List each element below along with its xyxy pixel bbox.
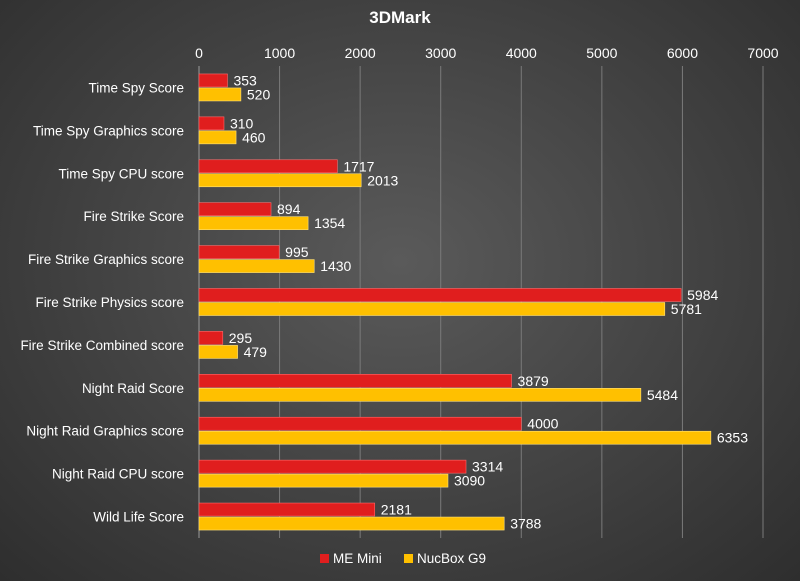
category-label: Time Spy CPU score: [58, 166, 184, 181]
category-label: Night Raid Graphics score: [26, 424, 184, 439]
data-label: 310: [230, 115, 254, 131]
bar-nucbox-g9: [198, 516, 505, 531]
category-label: Fire Strike Combined score: [20, 338, 184, 353]
legend: ME Mini NucBox G9: [320, 551, 486, 566]
x-tick-label: 3000: [425, 45, 456, 61]
data-label: 3090: [454, 473, 485, 489]
data-label: 520: [247, 86, 271, 102]
category-label: Fire Strike Score: [83, 209, 184, 224]
bar-me-mini: [198, 331, 224, 345]
legend-label-me-mini: ME Mini: [333, 551, 382, 566]
data-label: 995: [285, 244, 309, 260]
bar-nucbox-g9: [198, 473, 449, 488]
category-label: Time Spy Score: [88, 80, 184, 95]
bar-nucbox-g9: [198, 216, 309, 230]
data-label: 2013: [367, 172, 398, 188]
data-label: 1354: [314, 215, 345, 231]
bar-me-mini: [198, 288, 682, 302]
data-label: 3314: [472, 459, 503, 475]
bar-me-mini: [198, 159, 338, 174]
bar-nucbox-g9: [198, 173, 362, 188]
data-label: 1430: [320, 258, 351, 274]
bar-nucbox-g9: [198, 388, 642, 402]
data-label: 353: [233, 72, 257, 88]
data-label: 5484: [647, 387, 678, 403]
x-axis-ticks: 0 1000 2000 3000 4000 5000 6000 7000: [195, 45, 779, 61]
data-label: 1717: [343, 158, 374, 174]
x-tick-label: 4000: [506, 45, 537, 61]
legend-label-nucbox-g9: NucBox G9: [417, 551, 486, 566]
data-label: 3879: [518, 373, 549, 389]
bar-me-mini: [198, 116, 225, 131]
category-label: Night Raid Score: [82, 381, 184, 396]
chart-title: 3DMark: [369, 8, 431, 27]
bar-me-mini: [198, 202, 272, 216]
x-tick-label: 7000: [747, 45, 778, 61]
legend-swatch-nucbox-g9: [404, 554, 413, 563]
bar-me-mini: [198, 416, 522, 431]
category-label: Time Spy Graphics score: [33, 123, 184, 138]
bar-me-mini: [198, 374, 512, 388]
category-label: Fire Strike Graphics score: [28, 252, 184, 267]
data-label: 3788: [510, 516, 541, 532]
data-label: 6353: [717, 430, 748, 446]
bar-me-mini: [198, 245, 280, 259]
bar-me-mini: [198, 459, 467, 474]
x-tick-label: 5000: [586, 45, 617, 61]
x-tick-label: 6000: [667, 45, 698, 61]
category-label: Wild Life Score: [93, 510, 184, 525]
data-label: 295: [229, 330, 253, 346]
data-label: 894: [277, 201, 301, 217]
bar-nucbox-g9: [198, 259, 315, 273]
bar-nucbox-g9: [198, 430, 712, 445]
bar-nucbox-g9: [198, 130, 237, 145]
legend-swatch-me-mini: [320, 554, 329, 563]
gridlines: [198, 66, 764, 538]
category-label: Fire Strike Physics score: [35, 295, 184, 310]
bar-nucbox-g9: [198, 302, 666, 316]
data-label: 2181: [381, 502, 412, 518]
bar-nucbox-g9: [198, 345, 238, 359]
category-label: Night Raid CPU score: [52, 467, 184, 482]
bar-me-mini: [198, 73, 228, 88]
data-label: 5984: [687, 287, 718, 303]
bar-nucbox-g9: [198, 87, 242, 102]
data-label: 460: [242, 129, 266, 145]
data-label: 479: [244, 344, 268, 360]
data-label: 4000: [527, 416, 558, 432]
x-tick-label: 2000: [345, 45, 376, 61]
bar-me-mini: [198, 502, 376, 517]
x-tick-label: 0: [195, 45, 203, 61]
x-tick-label: 1000: [264, 45, 295, 61]
category-labels: Time Spy Score Time Spy Graphics score Tim…: [20, 80, 184, 524]
data-label: 5781: [671, 301, 702, 317]
